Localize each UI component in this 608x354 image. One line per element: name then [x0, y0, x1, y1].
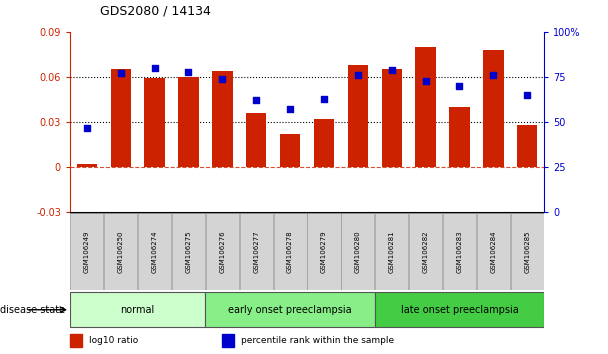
FancyBboxPatch shape	[240, 213, 273, 290]
Point	[251, 98, 261, 103]
FancyBboxPatch shape	[71, 213, 103, 290]
Text: GSM106249: GSM106249	[84, 230, 90, 273]
Point	[319, 96, 329, 102]
Point	[82, 125, 92, 130]
Text: early onset preeclampsia: early onset preeclampsia	[228, 305, 352, 315]
Bar	[223, 334, 234, 347]
FancyBboxPatch shape	[172, 213, 205, 290]
FancyBboxPatch shape	[443, 213, 476, 290]
Bar	[77, 164, 97, 167]
Text: GSM106279: GSM106279	[321, 230, 327, 273]
Text: GSM106282: GSM106282	[423, 230, 429, 273]
Text: disease state: disease state	[0, 305, 68, 315]
Bar	[178, 77, 199, 167]
Bar	[111, 69, 131, 167]
Text: GSM106281: GSM106281	[389, 230, 395, 273]
FancyBboxPatch shape	[274, 213, 306, 290]
Text: log10 ratio: log10 ratio	[89, 336, 138, 345]
Text: GDS2080 / 14134: GDS2080 / 14134	[100, 5, 211, 18]
Bar	[314, 119, 334, 167]
FancyBboxPatch shape	[341, 213, 375, 290]
Text: GSM106276: GSM106276	[219, 230, 226, 273]
Bar	[145, 79, 165, 167]
Bar	[70, 292, 206, 327]
FancyBboxPatch shape	[104, 213, 137, 290]
Point	[285, 107, 295, 112]
Point	[455, 83, 465, 89]
FancyBboxPatch shape	[138, 213, 171, 290]
Bar	[382, 69, 402, 167]
Bar	[70, 334, 81, 347]
Point	[522, 92, 532, 98]
FancyBboxPatch shape	[477, 213, 510, 290]
Bar	[449, 107, 469, 167]
Text: GSM106280: GSM106280	[355, 230, 361, 273]
FancyBboxPatch shape	[206, 213, 239, 290]
Text: GSM106275: GSM106275	[185, 230, 192, 273]
Point	[184, 69, 193, 74]
Bar	[206, 292, 375, 327]
Bar	[375, 292, 544, 327]
FancyBboxPatch shape	[409, 213, 442, 290]
Bar	[246, 113, 266, 167]
Bar	[348, 65, 368, 167]
Bar	[415, 47, 436, 167]
Text: GSM106284: GSM106284	[490, 230, 496, 273]
Text: GSM106285: GSM106285	[524, 230, 530, 273]
Bar	[517, 125, 537, 167]
Point	[218, 76, 227, 82]
Text: GSM106283: GSM106283	[457, 230, 463, 273]
Text: GSM106277: GSM106277	[253, 230, 259, 273]
Point	[150, 65, 159, 71]
FancyBboxPatch shape	[308, 213, 340, 290]
Point	[353, 72, 363, 78]
Point	[488, 72, 498, 78]
Text: percentile rank within the sample: percentile rank within the sample	[241, 336, 394, 345]
Point	[387, 67, 396, 73]
Point	[421, 78, 430, 84]
Text: normal: normal	[120, 305, 155, 315]
Bar	[212, 71, 232, 167]
Bar	[483, 50, 503, 167]
Bar	[280, 134, 300, 167]
FancyBboxPatch shape	[511, 213, 544, 290]
Text: late onset preeclampsia: late onset preeclampsia	[401, 305, 519, 315]
Text: GSM106278: GSM106278	[287, 230, 293, 273]
Text: GSM106250: GSM106250	[118, 230, 124, 273]
FancyBboxPatch shape	[375, 213, 409, 290]
Point	[116, 70, 126, 76]
Text: GSM106274: GSM106274	[151, 230, 157, 273]
